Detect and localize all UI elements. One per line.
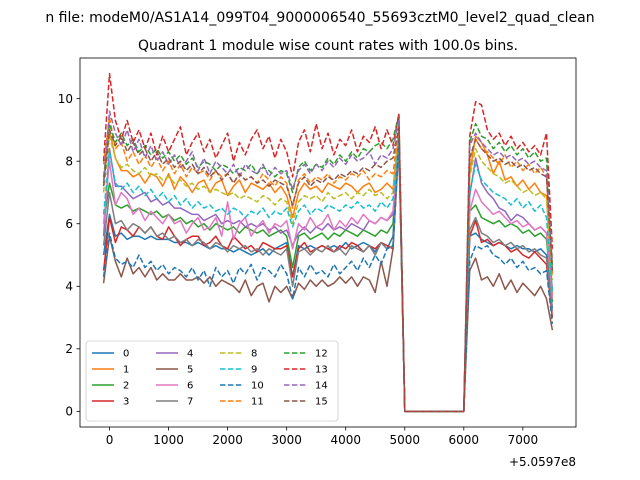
series-line-5 xyxy=(102,135,554,413)
x-tick-label: 5000 xyxy=(389,433,420,447)
legend-label-3: 3 xyxy=(123,397,129,408)
legend-label-11: 11 xyxy=(251,397,264,408)
figure-suptitle: n file: modeM0/AS1A14_099T04_9000006540_… xyxy=(45,10,594,26)
legend-label-13: 13 xyxy=(315,365,328,376)
y-axis: 0 2 4 6 8 10 xyxy=(58,92,80,419)
legend-label-14: 14 xyxy=(315,381,328,392)
series-line-13 xyxy=(102,72,554,413)
series-line-8 xyxy=(102,135,554,413)
series-line-10 xyxy=(102,138,554,413)
legend-label-4: 4 xyxy=(187,349,193,360)
chart-title: Quadrant 1 module wise count rates with … xyxy=(138,38,518,54)
x-axis: 0 1000 2000 3000 4000 5000 6000 7000 xyxy=(106,427,538,447)
legend-label-12: 12 xyxy=(315,349,328,360)
legend-label-10: 10 xyxy=(251,381,264,392)
series-line-3 xyxy=(102,144,554,413)
y-tick-label: 2 xyxy=(65,342,73,356)
series-line-4 xyxy=(102,132,554,413)
series-line-15 xyxy=(102,126,554,413)
series-line-12 xyxy=(102,113,554,413)
legend-label-2: 2 xyxy=(123,381,129,392)
legend-label-5: 5 xyxy=(187,365,193,376)
legend-label-1: 1 xyxy=(123,365,129,376)
y-tick-label: 4 xyxy=(65,280,73,294)
y-tick-label: 0 xyxy=(65,405,73,419)
y-tick-label: 8 xyxy=(65,154,73,168)
axes-frame xyxy=(79,57,577,428)
x-tick-label: 6000 xyxy=(449,433,480,447)
y-tick-label: 10 xyxy=(58,92,73,106)
legend-label-9: 9 xyxy=(251,365,257,376)
series-line-2 xyxy=(102,132,554,413)
legend-label-8: 8 xyxy=(251,349,257,360)
series-layer xyxy=(102,72,554,413)
x-tick-label: 4000 xyxy=(330,433,361,447)
series-line-11 xyxy=(102,116,554,413)
series-line-6 xyxy=(102,138,554,413)
legend-label-7: 7 xyxy=(187,397,193,408)
y-tick-label: 6 xyxy=(65,217,73,231)
legend-frame xyxy=(85,340,339,422)
x-tick-label: 1000 xyxy=(153,433,184,447)
x-tick-label: 2000 xyxy=(212,433,243,447)
plot-area xyxy=(79,57,577,428)
legend-label-15: 15 xyxy=(315,397,328,408)
x-tick-label: 7000 xyxy=(508,433,539,447)
legend-label-6: 6 xyxy=(187,381,193,392)
series-line-9 xyxy=(102,141,554,413)
x-offset-label: +5.0597e8 xyxy=(509,455,576,469)
series-line-7 xyxy=(102,141,554,413)
legend-label-0: 0 xyxy=(123,349,129,360)
x-tick-label: 0 xyxy=(106,433,114,447)
x-tick-label: 3000 xyxy=(271,433,302,447)
